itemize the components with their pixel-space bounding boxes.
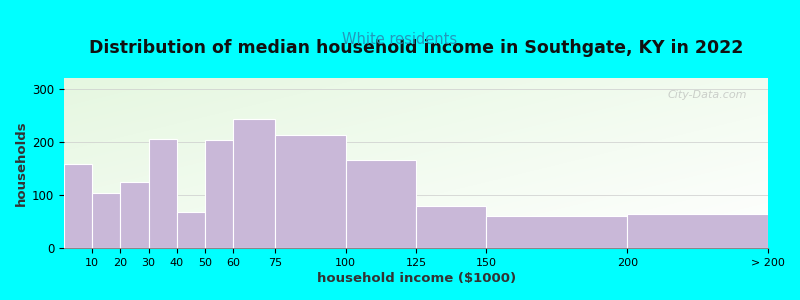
Bar — [346, 160, 416, 248]
Bar — [275, 135, 346, 248]
Bar — [627, 214, 768, 248]
Bar — [416, 206, 486, 248]
Bar — [121, 182, 149, 248]
Bar — [92, 194, 121, 248]
Bar — [177, 212, 205, 248]
Bar — [205, 140, 233, 248]
X-axis label: household income ($1000): household income ($1000) — [317, 272, 516, 285]
Bar — [486, 216, 627, 248]
Y-axis label: households: households — [15, 120, 28, 206]
Bar — [233, 119, 275, 248]
Bar — [149, 139, 177, 248]
Bar — [64, 164, 92, 248]
Text: City-Data.com: City-Data.com — [667, 90, 747, 100]
Title: Distribution of median household income in Southgate, KY in 2022: Distribution of median household income … — [89, 39, 743, 57]
Text: White residents: White residents — [342, 32, 458, 46]
